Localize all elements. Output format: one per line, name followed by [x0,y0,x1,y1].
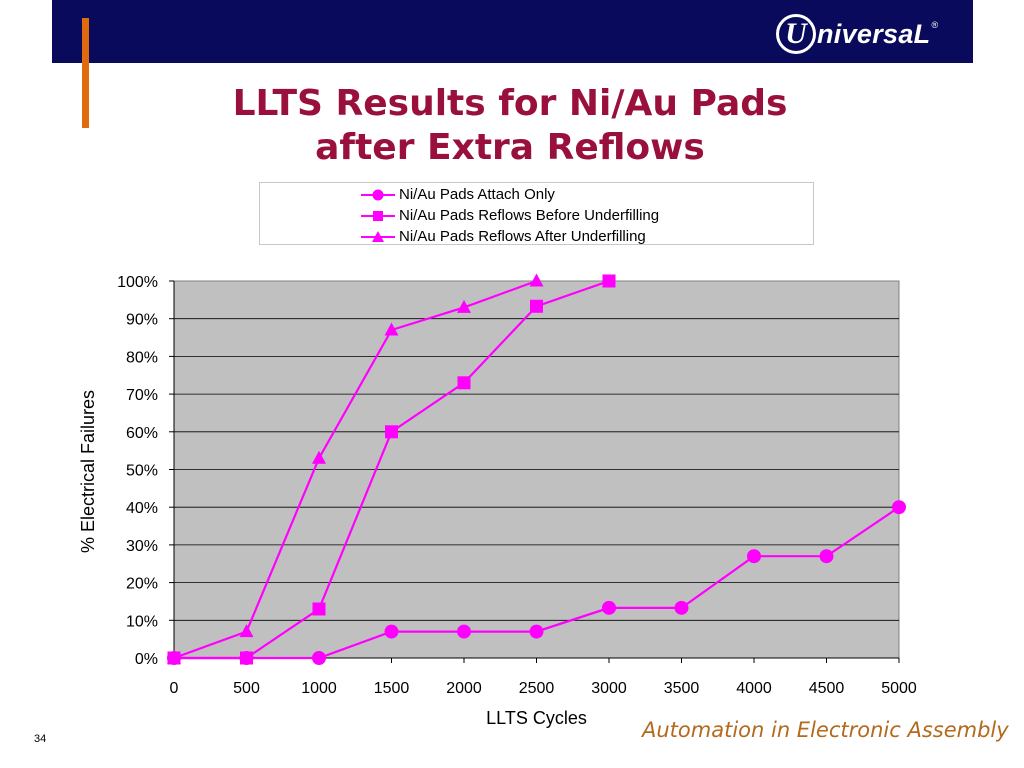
data-point-circle [747,549,761,564]
legend-square-marker-icon [361,210,395,221]
y-tick-label: 0% [135,651,158,668]
data-point-circle [457,624,471,639]
data-point-circle [384,624,399,639]
logo-emblem: U [776,14,816,54]
x-tick-label: 2500 [519,680,555,697]
data-point-triangle [239,624,254,638]
x-tick-label: 4500 [809,680,845,697]
header-band [52,0,973,63]
universal-logo: U niversaL ® [776,8,938,60]
data-point-square [240,651,253,665]
legend-circle-marker-icon [361,189,395,200]
y-tick-label: 10% [126,613,158,630]
legend-label: Ni/Au Pads Reflows Before Underfilling [399,207,660,224]
data-point-square [385,425,398,439]
data-point-circle [819,549,834,564]
data-point-circle [529,624,544,639]
y-axis-label: % Electrical Failures [78,390,98,553]
x-tick-label: 1500 [374,680,410,697]
x-tick-label: 500 [233,680,260,697]
data-point-triangle [529,273,544,287]
y-tick-label: 100% [117,274,158,291]
slide-title-line1: LLTS Results for Ni/Au Pads [232,83,788,124]
data-point-circle [312,651,326,665]
series-line-3 [173,279,537,660]
logo-registered-mark: ® [931,20,939,30]
x-tick-label: 4000 [736,680,772,697]
slide-title-line2: after Extra Reflows [315,127,705,168]
data-point-triangle [384,322,399,336]
data-point-square [602,274,616,288]
data-point-triangle [457,299,471,313]
y-tick-label: 40% [126,500,158,517]
x-axis-label: LLTS Cycles [486,708,587,728]
data-point-circle [674,600,689,615]
y-tick-label: 20% [126,576,158,593]
y-tick-label: 80% [126,349,158,366]
x-tick-label: 3500 [664,680,700,697]
legend-item-reflows-before: Ni/Au Pads Reflows Before Underfilling [361,205,659,226]
page-number: 34 [34,733,47,745]
data-point-circle [892,500,906,515]
y-tick-label: 30% [126,538,158,555]
data-point-square [457,376,471,390]
x-tick-label: 5000 [881,680,917,697]
y-tick-label: 70% [126,387,158,404]
data-point-circle [602,600,616,615]
data-point-triangle [312,450,326,464]
x-tick-label: 0 [170,680,179,697]
tagline: Automation in Electronic Assembly [642,718,1009,742]
chart-legend: Ni/Au Pads Attach Only Ni/Au Pads Reflow… [259,182,814,245]
legend-item-attach-only: Ni/Au Pads Attach Only [361,184,555,205]
y-tick-label: 60% [126,425,158,442]
data-point-triangle [167,650,181,664]
x-tick-label: 1000 [301,680,337,697]
legend-label: Ni/Au Pads Reflows After Underfilling [399,228,646,245]
legend-triangle-marker-icon [361,230,395,242]
accent-bar [82,18,89,128]
data-point-square [530,299,543,313]
data-point-square [312,602,326,616]
y-tick-label: 90% [126,312,158,329]
x-tick-label: 3000 [591,680,627,697]
legend-label: Ni/Au Pads Attach Only [399,186,555,203]
logo-text: niversaL [817,18,931,49]
y-tick-label: 50% [126,463,158,480]
slide-title: LLTS Results for Ni/Au Pads after Extra … [150,82,870,170]
x-tick-label: 2000 [446,680,482,697]
legend-item-reflows-after: Ni/Au Pads Reflows After Underfilling [361,226,646,247]
